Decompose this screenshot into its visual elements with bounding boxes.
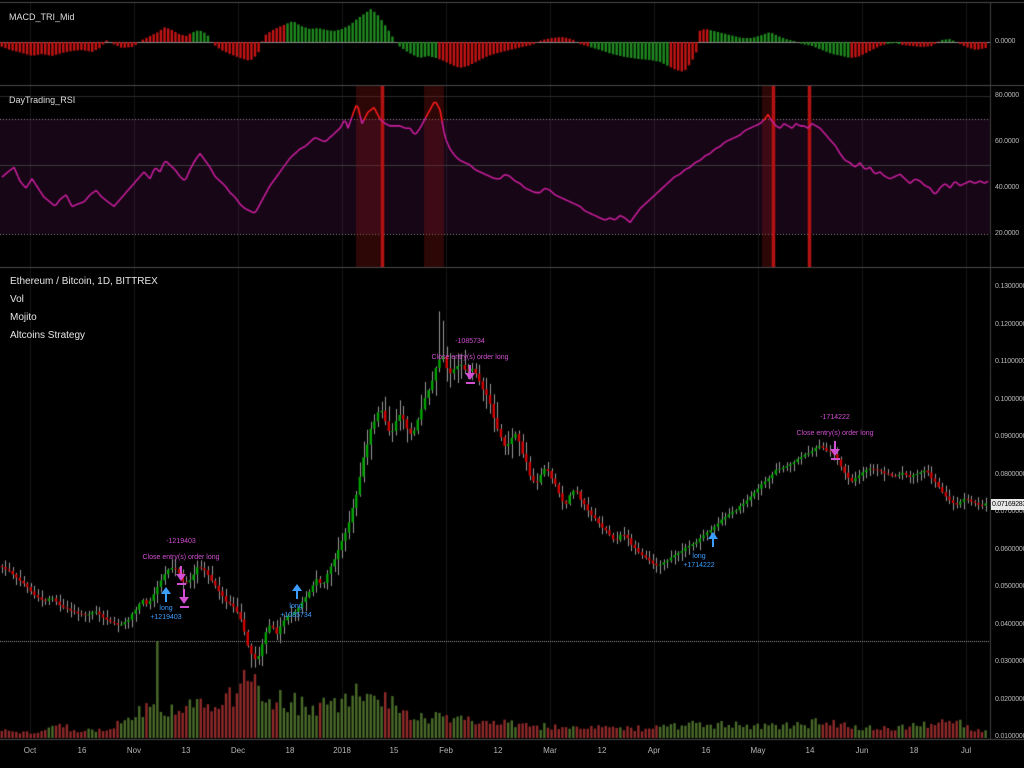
arrow-down-icon bbox=[830, 449, 840, 456]
price-axis-label: 0.02000000 bbox=[995, 695, 1024, 703]
arrow-shaft bbox=[296, 591, 298, 599]
marker-base-dash bbox=[830, 458, 840, 460]
marker-base-dash bbox=[179, 606, 189, 608]
arrow-shaft bbox=[180, 566, 182, 574]
time-axis-label: 16 bbox=[701, 746, 711, 755]
legend-vol-indicator: Vol bbox=[10, 294, 24, 305]
trade-close-marker[interactable] bbox=[176, 566, 186, 585]
legend-altcoins-strategy: Altcoins Strategy bbox=[10, 330, 86, 341]
price-axis-label: 0.08000000 bbox=[995, 470, 1024, 478]
arrow-down-icon bbox=[179, 597, 189, 604]
arrow-shaft bbox=[469, 365, 471, 373]
marker-base-dash bbox=[176, 583, 186, 585]
price-axis-label: 0.12000000 bbox=[995, 320, 1024, 328]
trade-marker-label: Close entry(s) order long bbox=[796, 430, 874, 437]
price-axis-label: 0.11000000 bbox=[995, 358, 1024, 365]
time-axis-label: Nov bbox=[126, 746, 142, 755]
time-axis-label: May bbox=[750, 746, 766, 755]
price-axis-label: 0.07000000 bbox=[995, 508, 1024, 515]
trade-marker-label: +1714222 bbox=[683, 562, 715, 569]
price-axis-label: 0.13000000 bbox=[995, 283, 1024, 290]
time-axis-label: 16 bbox=[77, 746, 87, 755]
time-axis-label: 13 bbox=[181, 746, 191, 755]
trade-marker-label: long bbox=[692, 553, 706, 560]
trade-close-marker[interactable] bbox=[465, 365, 475, 384]
time-axis-label: Jul bbox=[960, 746, 972, 755]
time-axis-label: Oct bbox=[23, 746, 37, 755]
arrow-up-icon bbox=[292, 584, 302, 591]
rsi-axis-label-80: 80.0000 bbox=[995, 92, 1019, 99]
trade-entry-marker[interactable] bbox=[292, 584, 302, 599]
trade-marker-label: -1085734 bbox=[455, 338, 485, 345]
trade-marker-label: long bbox=[289, 603, 303, 610]
trade-entry-marker[interactable] bbox=[161, 587, 171, 602]
time-axis-label: 18 bbox=[909, 746, 919, 755]
trade-marker-label: long bbox=[159, 605, 173, 612]
trade-marker-label: +1085734 bbox=[280, 612, 312, 619]
time-axis-label: Jun bbox=[855, 746, 869, 755]
rsi-axis-label-20: 20.0000 bbox=[995, 230, 1019, 237]
arrow-shaft bbox=[165, 594, 167, 602]
last-price-tag: 0.07169283 bbox=[991, 499, 1024, 510]
legend-symbol: Ethereum / Bitcoin, 1D, BITTREX bbox=[10, 276, 158, 287]
trade-marker-label: Close entry(s) order long bbox=[431, 354, 509, 361]
arrow-up-icon bbox=[708, 532, 718, 539]
trade-marker-label: -1714222 bbox=[820, 414, 850, 421]
arrow-up-icon bbox=[161, 587, 171, 594]
trade-marker-label: Close entry(s) order long bbox=[142, 554, 220, 561]
arrow-shaft bbox=[712, 539, 714, 547]
time-axis-label: Apr bbox=[647, 746, 661, 755]
arrow-shaft bbox=[834, 441, 836, 449]
time-axis-label: 18 bbox=[285, 746, 295, 755]
price-axis-label: 0.10000000 bbox=[995, 395, 1024, 403]
price-axis-label: 0.03000000 bbox=[995, 658, 1024, 665]
price-axis-label: 0.09000000 bbox=[995, 433, 1024, 440]
trade-marker-label: -1219403 bbox=[166, 538, 196, 545]
arrow-down-icon bbox=[465, 373, 475, 380]
legend-mojito-indicator: Mojito bbox=[10, 312, 37, 323]
price-axis-label: 0.04000000 bbox=[995, 620, 1024, 628]
time-axis-label: 12 bbox=[493, 746, 503, 755]
time-axis-label: Feb bbox=[439, 746, 453, 755]
time-axis-label: 15 bbox=[389, 746, 399, 755]
rsi-panel-title: DayTrading_RSI bbox=[9, 95, 76, 105]
trade-marker-label: +1219403 bbox=[150, 614, 182, 621]
time-axis-label: 2018 bbox=[333, 746, 351, 755]
macd-panel-title: MACD_TRI_Mid bbox=[9, 12, 75, 22]
time-axis-label: 14 bbox=[805, 746, 815, 755]
arrow-down-icon bbox=[176, 574, 186, 581]
rsi-axis-label-60: 60.0000 bbox=[995, 138, 1019, 145]
time-axis-label: Dec bbox=[230, 746, 246, 755]
marker-base-dash bbox=[465, 382, 475, 384]
trade-entry-marker[interactable] bbox=[708, 532, 718, 547]
trade-close-marker[interactable] bbox=[179, 589, 189, 608]
time-axis-label: 12 bbox=[597, 746, 607, 755]
arrow-shaft bbox=[183, 589, 185, 597]
time-axis-label: Mar bbox=[543, 746, 557, 755]
price-axis-label: 0.06000000 bbox=[995, 545, 1024, 553]
macd-zero-label: 0.0000 bbox=[995, 38, 1016, 45]
trade-close-marker[interactable] bbox=[830, 441, 840, 460]
price-axis-label: 0.05000000 bbox=[995, 583, 1024, 590]
price-axis-label: 0.01000000 bbox=[995, 733, 1024, 740]
rsi-axis-label-40: 40.0000 bbox=[995, 184, 1019, 191]
